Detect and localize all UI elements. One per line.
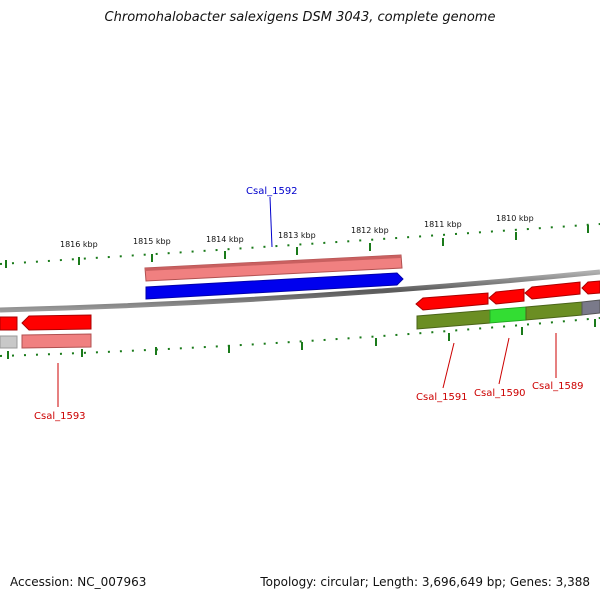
gene-left-edge-gray[interactable] (0, 335, 18, 349)
gene-csal-1593-arrow[interactable] (21, 314, 92, 331)
gene-band-csal-1590-green[interactable] (489, 306, 527, 324)
map-title: Chromohalobacter salexigens DSM 3043, co… (104, 10, 496, 25)
gene-band-csal-1591-olive[interactable] (416, 309, 491, 330)
outer-tick-track (0, 223, 600, 265)
genome-stats-text: Topology: circular; Length: 3,696,649 bp… (260, 575, 590, 589)
gene-label-csal-1592[interactable]: Csal_1592 (246, 186, 298, 197)
gene-csal-1589-arrow[interactable] (524, 281, 581, 300)
tick-label: 1813 kbp (278, 231, 316, 240)
gene-csal-1593-light[interactable] (21, 333, 92, 349)
tick-label: 1814 kbp (206, 235, 244, 244)
tick-labels: 1816 kbp 1815 kbp 1814 kbp 1813 kbp 1812… (60, 214, 534, 249)
callout-line-csal-1590 (498, 337, 510, 385)
inner-dotted-line (0, 317, 600, 357)
gene-left-edge-arrow[interactable] (0, 316, 18, 331)
major-ticks (5, 225, 596, 359)
gene-label-csal-1593[interactable]: Csal_1593 (34, 411, 86, 422)
gene-right-edge-arrow[interactable] (581, 280, 600, 295)
tick-label: 1812 kbp (351, 226, 389, 235)
accession-text: Accession: NC_007963 (10, 575, 147, 589)
gene-band-csal-1589-olive[interactable] (525, 301, 583, 321)
callout-line-csal-1592 (269, 196, 273, 248)
gene-csal-1590-arrow[interactable] (488, 288, 525, 305)
genome-backbone (0, 269, 600, 313)
gene-label-csal-1591[interactable]: Csal_1591 (416, 392, 468, 403)
inner-tick-track (0, 317, 600, 357)
gene-label-csal-1590[interactable]: Csal_1590 (474, 388, 526, 399)
gene-csal-1591-arrow[interactable] (415, 292, 489, 311)
gene-label-csal-1589[interactable]: Csal_1589 (532, 381, 584, 392)
callout-line-csal-1591 (442, 342, 455, 389)
tick-label: 1810 kbp (496, 214, 534, 223)
tick-label: 1816 kbp (60, 240, 98, 249)
tick-label: 1815 kbp (133, 237, 171, 246)
gene-band-right-gray[interactable] (581, 299, 600, 316)
tick-label: 1811 kbp (424, 220, 462, 229)
outer-dotted-line (0, 223, 600, 265)
gene-csal-1592[interactable] (145, 272, 404, 300)
gene-band-csal-1592-highlight (145, 255, 401, 271)
